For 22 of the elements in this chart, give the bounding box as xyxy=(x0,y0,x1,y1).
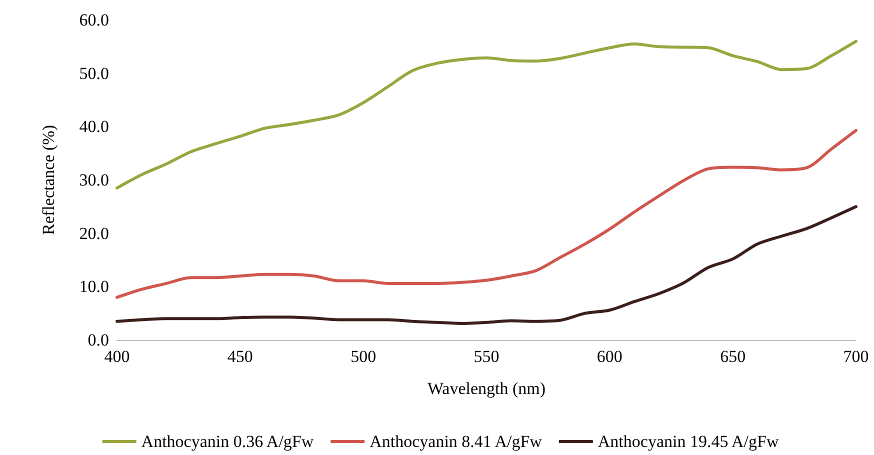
x-tick-label: 700 xyxy=(843,347,869,366)
x-tick-label: 500 xyxy=(350,347,376,366)
line-series xyxy=(116,128,858,299)
line-series xyxy=(116,40,858,190)
line-series xyxy=(116,205,858,325)
y-axis-title: Reflectance (%) xyxy=(39,125,58,235)
y-tick-label: 40.0 xyxy=(79,117,109,136)
y-tick-label: 30.0 xyxy=(79,170,109,190)
x-tick-label: 550 xyxy=(474,347,500,366)
x-axis-title: Wavelength (nm) xyxy=(427,379,546,398)
legend-label: Anthocyanin 8.41 A/gFw xyxy=(370,432,543,451)
y-tick-label: 50.0 xyxy=(79,64,109,83)
x-tick-label: 450 xyxy=(227,347,253,366)
y-tick-label: 60.0 xyxy=(79,10,109,30)
x-tick-label: 400 xyxy=(104,347,130,366)
y-tick-label: 20.0 xyxy=(79,224,109,243)
legend-label: Anthocyanin 0.36 A/gFw xyxy=(141,432,314,451)
x-tick-label: 650 xyxy=(720,347,746,366)
y-tick-label: 0.0 xyxy=(88,330,109,350)
x-tick-label: 600 xyxy=(596,347,622,366)
legend-label: Anthocyanin 19.45 A/gFw xyxy=(598,432,780,451)
y-tick-label: 10.0 xyxy=(79,277,109,296)
